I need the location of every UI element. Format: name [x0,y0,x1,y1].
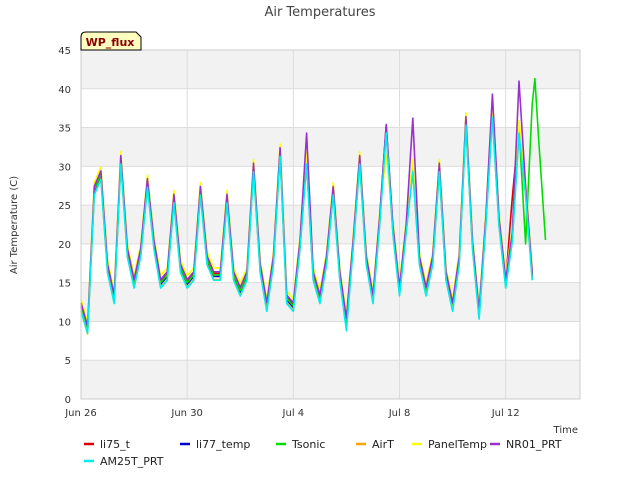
plot-frame [80,49,581,400]
legend-item-tsonic: Tsonic [276,438,325,451]
legend-label: li77_temp [196,438,250,451]
y-tick-label: 25 [58,201,71,212]
x-tick-label: Jul 12 [491,408,520,419]
y-tick-label: 40 [58,85,71,96]
x-tick-label: Jun 26 [64,408,97,419]
legend-item-airt: AirT [356,438,394,451]
legend-label: AirT [372,438,394,451]
plot-band [81,321,580,361]
plot-band [81,360,580,399]
chart-title: Air Temperatures [264,5,375,20]
legend: li75_t li77_temp Tsonic AirT PanelTemp NR01_P… [84,438,562,468]
y-tick-label: 35 [58,124,71,135]
y-axis-label: Air Temperature (C) [9,176,20,274]
y-tick-label: 10 [58,317,71,328]
legend-item-li77-temp: li77_temp [180,438,250,451]
legend-label: li75_t [100,438,131,451]
legend-item-paneltemp: PanelTemp [412,438,487,451]
plot-band [81,127,580,167]
y-tick-label: 15 [58,279,71,290]
legend-label: Tsonic [291,438,325,451]
plot-band [81,166,580,206]
legend-item-nr01-prt: NR01_PRT [490,438,562,451]
y-tick-label: 20 [58,240,71,251]
y-tick-label: 5 [65,356,71,367]
legend-item-li75-t: li75_t [84,438,131,451]
badge-label: WP_flux [86,36,135,49]
x-tick-label: Jul 8 [388,408,411,419]
legend-label: PanelTemp [428,438,487,451]
x-tick-label: Jun 30 [170,408,203,419]
legend-item-am25t-prt: AM25T_PRT [84,455,164,468]
y-tick-label: 30 [58,162,71,173]
x-axis-ticks: Jun 26 Jun 30 Jul 4 Jul 8 Jul 12 [64,408,519,419]
legend-label: NR01_PRT [506,438,562,451]
series-lines [80,77,547,335]
plot-band [81,50,580,89]
series-line-nr01-prt [80,80,533,327]
y-axis-ticks: 0 5 10 15 20 25 30 35 40 45 [58,46,71,406]
x-tick-label: Jul 4 [282,408,305,419]
series-line-am25t-prt [80,116,533,334]
x-axis-label: Time [553,425,578,436]
y-tick-label: 0 [65,395,71,406]
wp-flux-badge: WP_flux [80,31,142,51]
legend-label: AM25T_PRT [100,455,164,468]
y-tick-label: 45 [58,46,71,57]
plot-band [81,282,580,322]
plot-band [81,88,580,128]
